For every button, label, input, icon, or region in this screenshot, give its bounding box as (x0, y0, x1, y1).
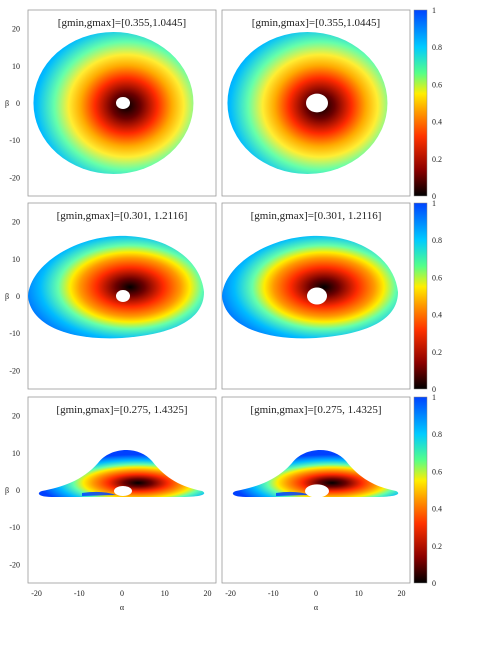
colorbar-gradient (413, 9, 428, 197)
y-tick-label: 20 (12, 218, 20, 227)
colorbar-tick-label: 0.4 (432, 505, 442, 514)
gmin-gmax-annotation: [gmin,gmax]=[0.355,1.0445] (252, 17, 380, 29)
y-tick-label: 0 (16, 486, 20, 495)
y-axis-label: β (5, 99, 9, 108)
colorbar-tick-label: 0.8 (432, 430, 442, 439)
black-hole-shadow (305, 484, 329, 498)
y-tick-label: -20 (9, 173, 20, 182)
x-tick-label: -10 (74, 589, 85, 598)
x-tick-label: -20 (225, 589, 236, 598)
colorbar-gradient (413, 202, 428, 390)
black-hole-shadow (306, 93, 328, 113)
x-tick-label: 0 (120, 589, 124, 598)
colorbar-tick-label: 0.2 (432, 542, 442, 551)
disk-blue-region (82, 491, 116, 496)
colorbar-r2: 1 0.8 0.6 0.4 0.2 0 (413, 199, 442, 394)
panel-r1-c2 (221, 9, 411, 197)
colorbar-tick-label: 0.2 (432, 348, 442, 357)
x-tick-label: -10 (268, 589, 279, 598)
colorbar-tick-label: 0 (432, 579, 436, 588)
black-hole-shadow (116, 290, 130, 302)
accretion-disk-image (232, 449, 399, 497)
x-tick-label: 10 (161, 589, 169, 598)
x-tick-label: 10 (355, 589, 363, 598)
colorbar-gradient (413, 396, 428, 584)
y-tick-label: -20 (9, 366, 20, 375)
y-tick-label: 0 (16, 292, 20, 301)
black-hole-shadow (307, 287, 327, 305)
x-tick-label: 20 (203, 589, 211, 598)
x-tick-label: 0 (314, 589, 318, 598)
colorbar-tick-label: 0.6 (432, 80, 442, 89)
colorbar-tick-label: 0.8 (432, 43, 442, 52)
y-tick-label: 20 (12, 412, 20, 421)
gmin-gmax-annotation: [gmin,gmax]=[0.301, 1.2116] (57, 210, 188, 222)
y-tick-label: 20 (12, 25, 20, 34)
panel-r1-c1 (27, 9, 217, 197)
accretion-disk-image (38, 449, 205, 497)
y-tick-label: -20 (9, 560, 20, 569)
x-tick-label: 20 (397, 589, 405, 598)
y-tick-label: -10 (9, 329, 20, 338)
y-tick-label: -10 (9, 136, 20, 145)
black-hole-shadow (114, 486, 132, 496)
panel-r3-c1 (27, 396, 217, 584)
colorbar-tick-label: 0 (432, 192, 436, 201)
colorbar-tick-label: 1 (432, 393, 436, 402)
colorbar-tick-label: 0.6 (432, 273, 442, 282)
gmin-gmax-annotation: [gmin,gmax]=[0.301, 1.2116] (251, 210, 382, 222)
panel-r2-c1 (27, 202, 217, 390)
accretion-disk-image (222, 235, 398, 339)
y-tick-label: 10 (12, 62, 20, 71)
panel-r3-c2 (221, 396, 411, 584)
x-tick-label: -20 (31, 589, 42, 598)
gmin-gmax-annotation: [gmin,gmax]=[0.275, 1.4325] (56, 404, 187, 416)
colorbar-tick-label: 0 (432, 385, 436, 394)
y-tick-label: 10 (12, 255, 20, 264)
y-axis-label: β (5, 292, 9, 301)
panel-r2-c2 (221, 202, 411, 390)
colorbar-tick-label: 0.4 (432, 311, 442, 320)
black-hole-shadow (116, 97, 130, 109)
colorbar-tick-label: 0.2 (432, 155, 442, 164)
accretion-disk-image (28, 235, 204, 339)
gmin-gmax-annotation: [gmin,gmax]=[0.275, 1.4325] (250, 404, 381, 416)
disk-blue-region (276, 491, 310, 496)
accretion-disk-image (33, 32, 194, 174)
colorbar-tick-label: 1 (432, 6, 436, 15)
colorbar-tick-label: 0.6 (432, 467, 442, 476)
colorbar-tick-label: 0.4 (432, 118, 442, 127)
colorbar-tick-label: 1 (432, 199, 436, 208)
gmin-gmax-annotation: [gmin,gmax]=[0.355,1.0445] (58, 17, 186, 29)
y-axis-label: β (5, 486, 9, 495)
colorbar-r3: 1 0.8 0.6 0.4 0.2 0 (413, 393, 442, 588)
x-axis-label: α (314, 603, 319, 612)
x-axis-label: α (120, 603, 125, 612)
y-tick-label: -10 (9, 523, 20, 532)
y-tick-label: 10 (12, 449, 20, 458)
colorbar-tick-label: 0.8 (432, 236, 442, 245)
y-tick-label: 0 (16, 99, 20, 108)
colorbar-r1: 1 0.8 0.6 0.4 0.2 0 (413, 6, 442, 201)
